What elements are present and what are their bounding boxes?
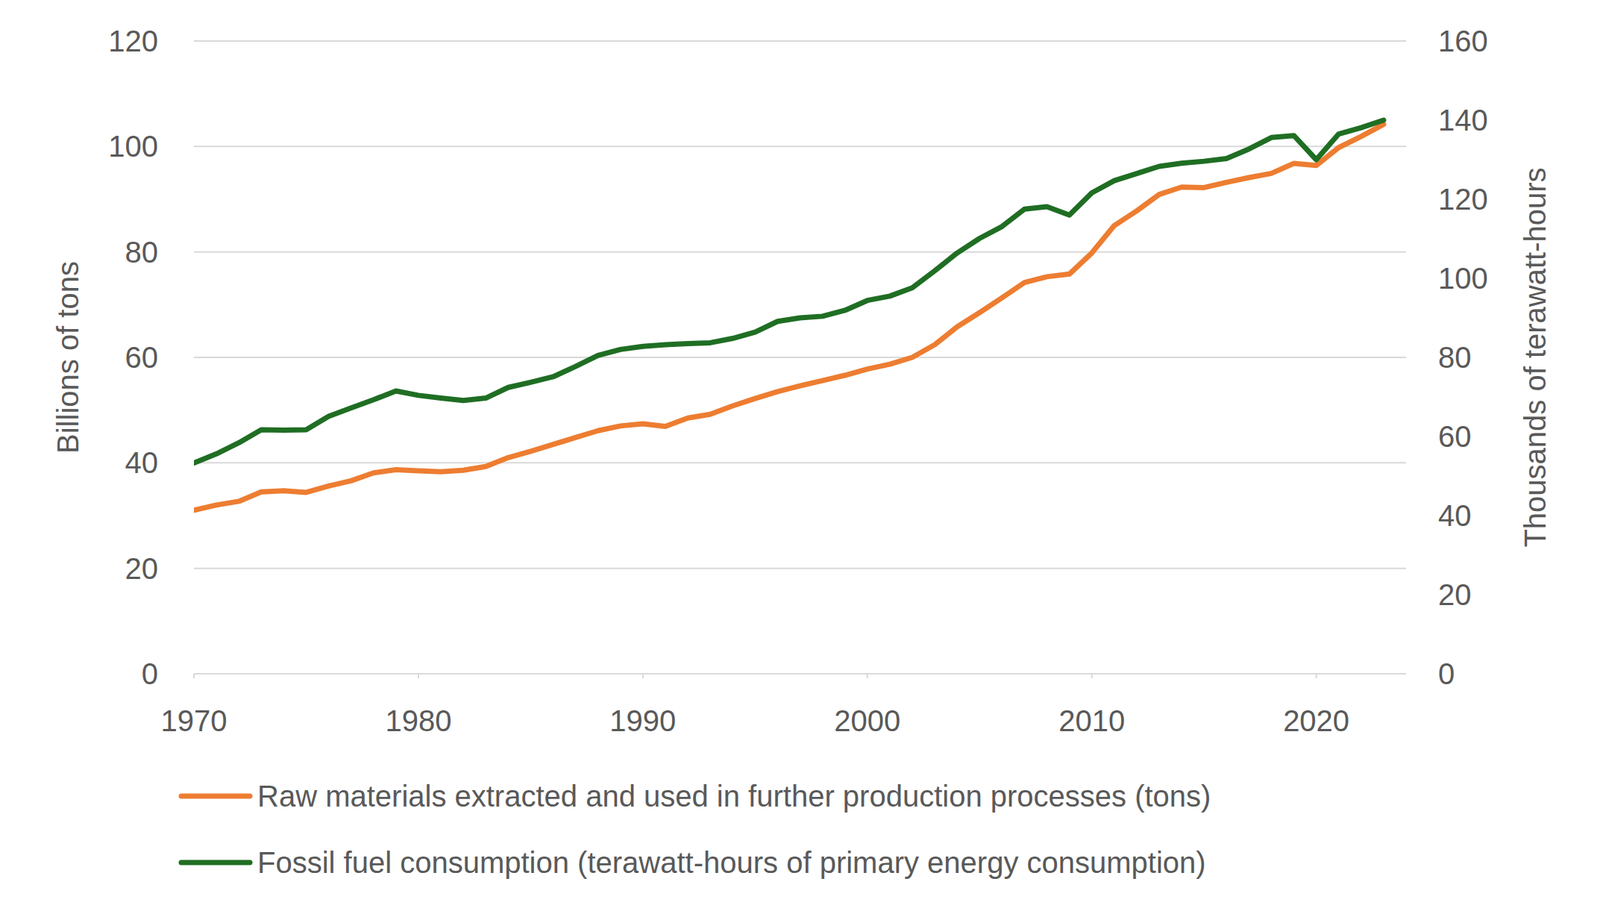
grid-line — [193, 40, 1407, 42]
legend-label: Fossil fuel consumption (terawatt-hours … — [257, 845, 1207, 879]
y-tick-label: 0 — [141, 657, 159, 690]
y2-tick — [1406, 594, 1413, 596]
y-tick-label: 40 — [125, 446, 159, 479]
grid-line — [193, 672, 1407, 675]
y2-tick — [1406, 278, 1413, 279]
x-tick — [417, 673, 420, 679]
y-tick-label: 120 — [108, 24, 159, 58]
x-tick — [866, 673, 869, 679]
x-tick — [193, 673, 195, 679]
x-tick — [1091, 673, 1093, 679]
grid-line — [193, 145, 1407, 147]
y-axis-title: Billions of tons — [51, 261, 85, 454]
legend-label: Raw materials extracted and used in furt… — [257, 779, 1211, 813]
x-tick-label: 2000 — [833, 704, 901, 737]
y2-tick — [1406, 120, 1413, 121]
y2-tick — [1406, 673, 1413, 675]
grid-line — [193, 461, 1407, 464]
y2-axis-title: Thousands of terawatt-hours — [1518, 167, 1552, 547]
grid-line — [193, 251, 1407, 253]
x-tick-label: 1980 — [384, 704, 452, 737]
grid-line — [193, 567, 1407, 570]
x-tick — [1315, 673, 1318, 679]
x-tick-label: 1970 — [161, 704, 228, 737]
y2-tick-label: 140 — [1438, 103, 1489, 137]
grid-line — [193, 356, 1407, 359]
y2-tick-label: 40 — [1438, 499, 1472, 532]
x-tick-label: 2020 — [1282, 704, 1350, 737]
y2-tick — [1406, 436, 1413, 438]
x-tick — [642, 673, 644, 679]
series-line — [193, 120, 1384, 464]
y2-tick-label: 80 — [1438, 340, 1472, 374]
y2-tick — [1406, 199, 1413, 200]
y2-tick — [1406, 515, 1413, 517]
legend-swatch — [181, 860, 250, 866]
x-tick-label: 2010 — [1058, 704, 1125, 737]
chart: 0 20 40 60 80 100 120 0 20 40 60 80 100 120 140 160 1970… — [0, 0, 1600, 914]
y2-tick-label: 160 — [1438, 24, 1489, 58]
y2-tick — [1406, 41, 1413, 42]
plot-area — [193, 120, 1384, 511]
y2-tick-label: 20 — [1438, 578, 1472, 611]
y2-tick-label: 0 — [1438, 657, 1455, 690]
y2-tick-label: 60 — [1438, 419, 1472, 453]
y-tick-label: 80 — [125, 235, 159, 269]
y2-tick-label: 100 — [1438, 261, 1489, 295]
legend-swatch — [181, 793, 250, 799]
y2-tick-label: 120 — [1438, 182, 1489, 216]
y2-tick — [1406, 357, 1413, 359]
x-tick-label: 1990 — [609, 704, 676, 737]
y-tick-label: 60 — [125, 340, 159, 374]
x-axis-line — [193, 672, 1407, 675]
y-tick-label: 20 — [125, 551, 159, 585]
y-tick-label: 100 — [108, 129, 159, 163]
